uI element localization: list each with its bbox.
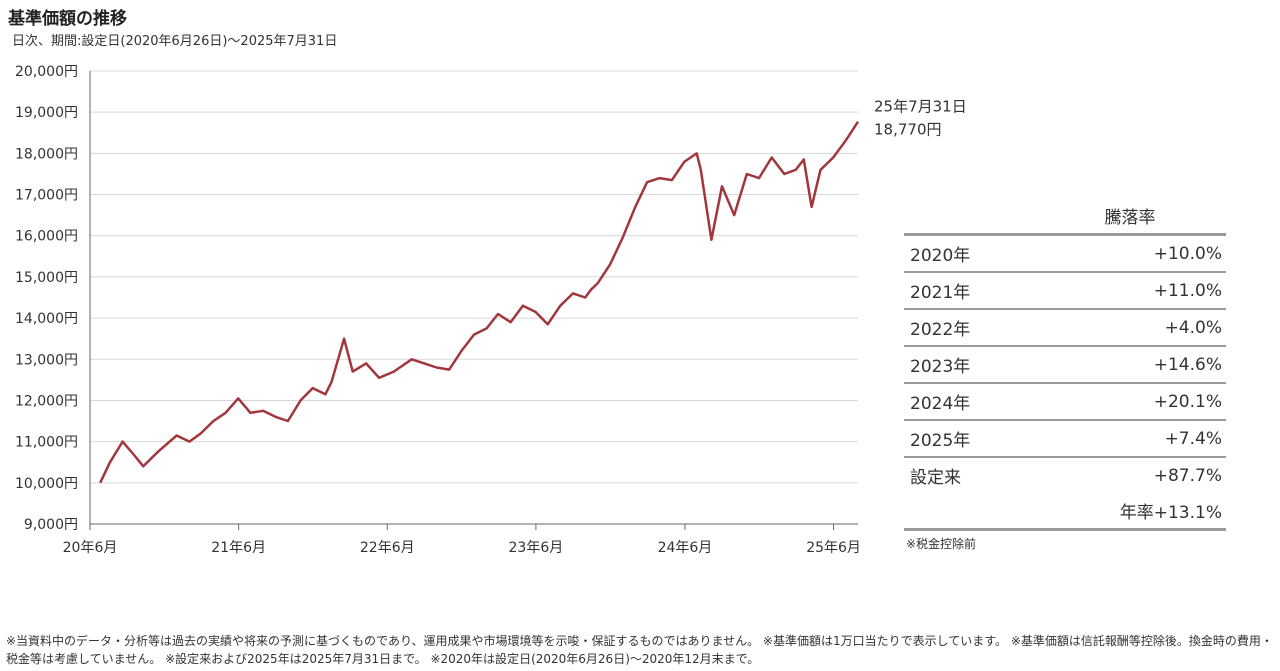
- returns-row: 2024年 +20.1%: [904, 382, 1226, 419]
- returns-row: 2025年 +7.4%: [904, 419, 1226, 456]
- y-tick-label: 19,000円: [15, 105, 78, 121]
- y-tick-label: 20,000円: [15, 64, 78, 80]
- series-layer: [99, 121, 860, 484]
- footnote: ※当資料中のデータ・分析等は過去の実績や将来の予測に基づくものであり、運用成果や…: [6, 634, 1273, 666]
- row-label: 2025年: [910, 431, 971, 451]
- returns-row: 2021年 +11.0%: [904, 271, 1226, 308]
- price-line-chart: 20,000円 19,000円 18,000円 17,000円 16,000円 15,00…: [15, 64, 967, 556]
- row-label: 2021年: [910, 283, 971, 303]
- y-tick-label: 18,000円: [15, 146, 78, 162]
- last-value-label: 18,770円: [874, 121, 942, 139]
- x-tick-label: 21年6月: [211, 540, 266, 556]
- y-tick-label: 16,000円: [15, 229, 78, 245]
- row-value: +20.1%: [1153, 391, 1222, 412]
- returns-row-annualized: 年率+13.1%: [904, 493, 1226, 528]
- returns-row: 2023年 +14.6%: [904, 345, 1226, 382]
- row-value: +7.4%: [1164, 428, 1222, 449]
- y-axis-ticks: 20,000円 19,000円 18,000円 17,000円 16,000円 15,00…: [15, 64, 78, 533]
- y-tick-label: 9,000円: [24, 517, 78, 533]
- x-tick-label: 25年6月: [806, 540, 861, 556]
- table-bottom-rule: [904, 528, 1226, 531]
- row-value: +14.6%: [1153, 354, 1222, 375]
- last-date-label: 25年7月31日: [874, 98, 967, 116]
- y-tick-label: 11,000円: [15, 435, 78, 451]
- row-label: 2022年: [910, 320, 971, 340]
- y-tick-label: 12,000円: [15, 393, 78, 409]
- chart-subtitle: 日次、期間:設定日(2020年6月26日)〜2025年7月31日: [12, 34, 338, 49]
- x-tick-label: 22年6月: [360, 540, 415, 556]
- nav-series-line: [99, 121, 860, 484]
- row-label: 2024年: [910, 394, 971, 414]
- y-tick-label: 17,000円: [15, 188, 78, 204]
- row-value: +10.0%: [1153, 243, 1222, 264]
- x-axis-ticks: 20年6月 21年6月 22年6月 23年6月 24年6月 25年6月: [63, 524, 861, 556]
- x-tick-label: 24年6月: [658, 540, 713, 556]
- tax-note: ※税金控除前: [906, 537, 977, 551]
- y-tick-label: 14,000円: [15, 311, 78, 327]
- annotation-layer: 25年7月31日 18,770円: [874, 98, 967, 139]
- returns-row-since-inception: 設定来 +87.7%: [904, 456, 1226, 493]
- chart-title: 基準価額の推移: [8, 9, 127, 29]
- gridlines: [89, 70, 858, 525]
- row-value: +87.7%: [1153, 465, 1222, 486]
- x-tick-label: 20年6月: [63, 540, 118, 556]
- row-label: 設定来: [910, 468, 961, 488]
- annualized-value: 年率+13.1%: [1119, 503, 1222, 523]
- y-tick-label: 10,000円: [15, 476, 78, 492]
- row-value: +11.0%: [1153, 280, 1222, 301]
- returns-row: 2020年 +10.0%: [904, 233, 1226, 271]
- x-tick-label: 23年6月: [509, 540, 564, 556]
- y-tick-label: 13,000円: [15, 352, 78, 368]
- row-label: 2020年: [910, 246, 971, 266]
- row-label: 2023年: [910, 357, 971, 377]
- y-tick-label: 15,000円: [15, 270, 78, 286]
- row-value: +4.0%: [1164, 317, 1222, 338]
- returns-table: 騰落率 2020年 +10.0% 2021年 +11.0% 2022年 +4.0…: [904, 203, 1226, 531]
- returns-table-header: 騰落率: [1104, 208, 1156, 228]
- returns-row: 2022年 +4.0%: [904, 308, 1226, 345]
